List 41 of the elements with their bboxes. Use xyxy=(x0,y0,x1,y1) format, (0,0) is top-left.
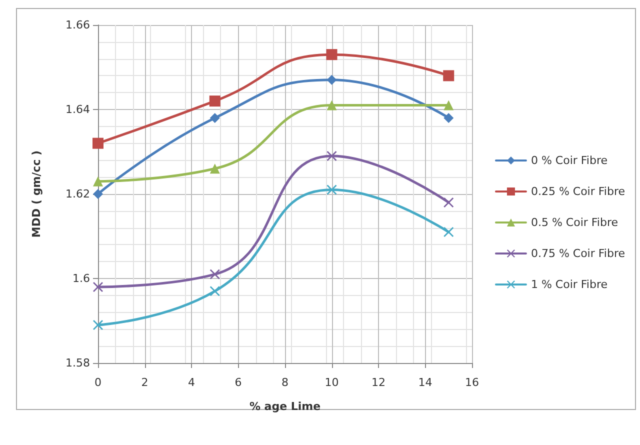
legend-label: 0 % Coir Fibre xyxy=(530,154,608,167)
legend-label: 0.5 % Coir Fibre xyxy=(530,216,618,229)
y-axis-title: MDD ( gm/cc ) xyxy=(30,150,43,238)
y-tick-label: 1.66 xyxy=(66,18,90,32)
point xyxy=(326,184,337,195)
point xyxy=(210,164,220,174)
point xyxy=(326,74,337,85)
point xyxy=(210,269,220,280)
point xyxy=(326,150,337,161)
legend-label: 0.75 % Coir Fibre xyxy=(530,247,626,260)
y-tick-label: 1.6 xyxy=(72,272,90,285)
y-tick-label: 1.62 xyxy=(66,188,90,200)
point xyxy=(93,282,103,292)
point xyxy=(209,96,220,107)
legend-label: 0.25 % Coir Fibre xyxy=(530,185,626,198)
x-tick-label: 14 xyxy=(418,376,432,389)
point xyxy=(93,189,103,199)
x-tick-label: 12 xyxy=(372,376,386,389)
point xyxy=(92,138,104,149)
x-tick-label: 16 xyxy=(465,376,479,389)
point xyxy=(326,100,337,110)
point xyxy=(444,112,454,123)
x-tick-label: 10 xyxy=(324,376,339,389)
point xyxy=(443,70,454,82)
x-tick-label: 8 xyxy=(282,376,288,389)
legend-label: 1 % Coir Fibre xyxy=(530,278,608,291)
point xyxy=(444,227,454,238)
point xyxy=(444,100,454,110)
x-tick-label: 6 xyxy=(234,376,242,389)
point xyxy=(210,112,220,123)
y-tick-label: 1.64 xyxy=(66,103,90,116)
x-tick-label: 4 xyxy=(188,376,195,389)
point xyxy=(93,320,103,330)
point xyxy=(444,197,454,208)
y-tick-label: 1.58 xyxy=(66,356,90,370)
x-tick-label: 2 xyxy=(141,376,148,389)
x-tick-label: 0 xyxy=(94,376,102,389)
x-axis-title: % age Lime xyxy=(249,400,321,413)
point xyxy=(93,176,103,186)
point xyxy=(210,286,220,296)
point xyxy=(326,49,338,60)
